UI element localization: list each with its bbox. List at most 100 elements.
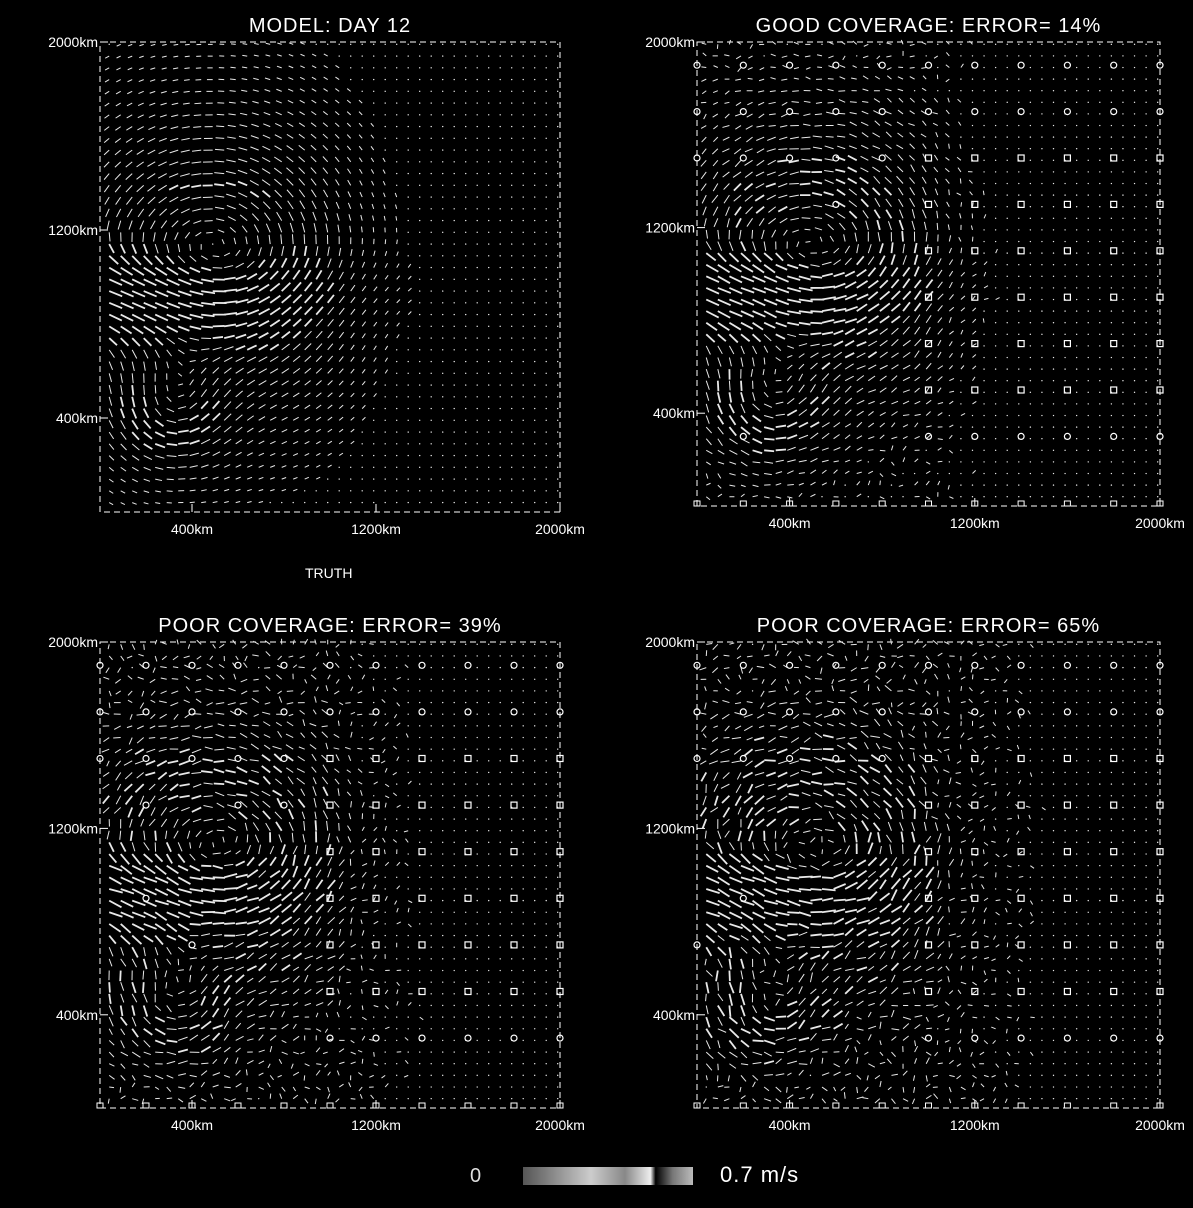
vector-dot <box>1156 55 1159 57</box>
vector-arrow <box>315 281 324 292</box>
vector-dot <box>522 655 524 657</box>
vector-dot <box>994 66 997 69</box>
vector-dot <box>430 736 432 739</box>
vector-arrow <box>717 241 723 251</box>
vector-dot <box>1052 55 1055 57</box>
vector-arrow <box>712 159 719 167</box>
vector-dot <box>384 923 386 925</box>
vector-dot <box>476 478 478 480</box>
vector-arrow <box>361 273 366 280</box>
vector-arrow <box>740 310 755 318</box>
vector-dot <box>821 43 823 46</box>
vector-dot <box>994 194 997 196</box>
vector-dot <box>430 748 432 750</box>
vector-dot <box>545 208 547 210</box>
vector-dot <box>1075 368 1078 370</box>
vector-arrow <box>131 911 146 919</box>
vector-arrow <box>911 209 916 219</box>
vector-arrow <box>314 696 317 703</box>
vector-arrow <box>136 184 145 193</box>
vector-dot <box>419 196 421 198</box>
vector-arrow <box>258 489 264 492</box>
vector-dot <box>396 783 398 785</box>
vector-arrow <box>136 737 145 744</box>
vector-arrow <box>856 280 869 289</box>
vector-dot <box>442 67 444 69</box>
vector-arrow <box>839 222 846 231</box>
vector-arrow <box>179 184 190 190</box>
vector-arrow <box>169 149 179 154</box>
vector-dot <box>407 853 409 855</box>
vector-arrow <box>384 802 387 808</box>
vector-dot <box>488 372 490 375</box>
vector-dot <box>1122 403 1124 405</box>
vector-dot <box>465 349 467 351</box>
vector-arrow <box>200 1070 208 1076</box>
vector-arrow <box>790 136 799 140</box>
vector-arrow <box>729 275 743 284</box>
vector-arrow <box>368 747 374 750</box>
vector-arrow <box>194 102 202 105</box>
vector-arrow <box>733 148 742 155</box>
vector-arrow <box>262 810 271 820</box>
vector-dot <box>1087 182 1089 185</box>
vector-arrow <box>902 414 910 417</box>
vector-dot <box>499 993 501 995</box>
vector-arrow <box>116 67 121 71</box>
vector-dot <box>407 818 409 820</box>
vector-arrow <box>900 39 904 45</box>
vector-dot <box>1041 182 1043 185</box>
vector-dot <box>994 368 997 370</box>
vector-arrow <box>314 820 318 831</box>
vector-arrow <box>326 282 335 292</box>
vector-arrow <box>371 192 375 198</box>
vector-arrow <box>192 208 202 212</box>
vector-dot <box>384 90 386 93</box>
vector-arrow <box>358 134 363 139</box>
vector-arrow <box>120 420 126 430</box>
vector-arrow <box>862 75 869 80</box>
vector-arrow <box>222 836 225 843</box>
vector-dot <box>1006 310 1008 312</box>
vector-arrow <box>705 473 709 479</box>
vector-arrow <box>885 88 892 92</box>
vector-arrow <box>932 112 938 115</box>
vector-arrow <box>960 329 964 335</box>
vector-arrow <box>752 461 761 464</box>
vector-arrow <box>154 853 164 863</box>
vector-dot <box>315 43 317 46</box>
vector-arrow <box>885 131 892 138</box>
vector-dot <box>476 655 478 657</box>
vector-arrow <box>768 217 777 225</box>
vector-dot <box>442 137 444 140</box>
vector-arrow <box>120 455 127 461</box>
vector-arrow <box>325 742 329 750</box>
vector-arrow <box>189 974 192 983</box>
vector-arrow <box>154 431 166 438</box>
vector-arrow <box>223 942 234 948</box>
vector-dot <box>499 806 501 809</box>
vector-arrow <box>786 434 798 440</box>
vector-arrow <box>312 777 317 785</box>
vector-dot <box>971 461 974 463</box>
vector-arrow <box>304 1002 312 1006</box>
vector-arrow <box>327 1093 331 1099</box>
vector-dot <box>453 1028 455 1030</box>
vector-arrow <box>108 373 113 383</box>
vector-arrow <box>338 870 344 878</box>
vector-dot <box>488 888 490 890</box>
vector-arrow <box>821 343 832 347</box>
vector-arrow <box>315 269 323 280</box>
vector-dot <box>971 414 974 417</box>
vector-arrow <box>286 702 294 705</box>
vector-arrow <box>235 1010 243 1018</box>
vector-arrow <box>948 352 953 358</box>
vector-arrow <box>258 428 265 433</box>
vector-dot <box>430 243 432 245</box>
vector-arrow <box>108 466 115 472</box>
vector-dot <box>476 1097 478 1100</box>
vector-arrow <box>165 853 173 864</box>
vector-arrow <box>189 465 198 468</box>
vector-dot <box>488 290 490 292</box>
vector-dot <box>511 888 513 890</box>
